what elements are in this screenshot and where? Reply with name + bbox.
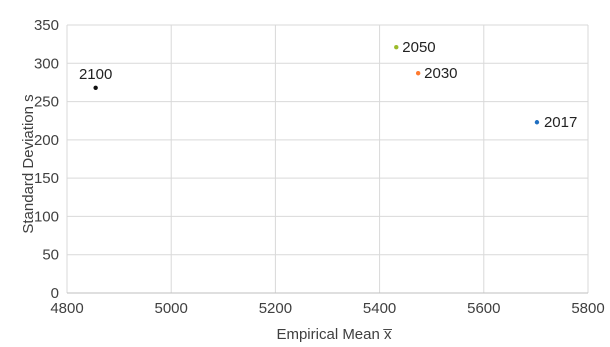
y-tick-label: 100 bbox=[34, 208, 59, 225]
x-tick-label: 5400 bbox=[363, 300, 396, 317]
y-tick-label: 50 bbox=[42, 247, 59, 264]
grid-layer bbox=[66, 24, 589, 293]
x-tick-label: 5200 bbox=[259, 300, 292, 317]
y-tick-label: 150 bbox=[34, 170, 59, 187]
x-tick-label: 5000 bbox=[155, 300, 188, 317]
data-point bbox=[93, 85, 98, 90]
y-tick-label: 300 bbox=[34, 55, 59, 72]
x-tick-label: 5800 bbox=[571, 300, 604, 317]
y-tick-label: 250 bbox=[34, 94, 59, 111]
data-point bbox=[534, 120, 540, 125]
data-point-label: 2050 bbox=[402, 39, 435, 56]
data-point bbox=[394, 45, 399, 50]
data-point-label: 2030 bbox=[424, 65, 457, 82]
y-tick-label: 350 bbox=[34, 17, 59, 34]
data-point-label: 2017 bbox=[544, 114, 577, 131]
axis-layer: 0 50 100 150 200 250 300 350 4800 5000 5200 5400 560… bbox=[34, 17, 605, 317]
data-point-label: 2100 bbox=[79, 66, 112, 83]
data-point bbox=[415, 71, 421, 76]
y-tick-label: 200 bbox=[34, 132, 59, 149]
y-axis-title: Standard Deviation s bbox=[20, 94, 37, 233]
x-tick-label: 5600 bbox=[467, 300, 500, 317]
x-axis-title: Empirical Mean x̅ bbox=[276, 326, 392, 343]
points-layer: 2100 2050 2030 2017 bbox=[79, 39, 577, 131]
x-tick-label: 4800 bbox=[50, 300, 83, 317]
y-tick-label: 0 bbox=[51, 285, 59, 302]
